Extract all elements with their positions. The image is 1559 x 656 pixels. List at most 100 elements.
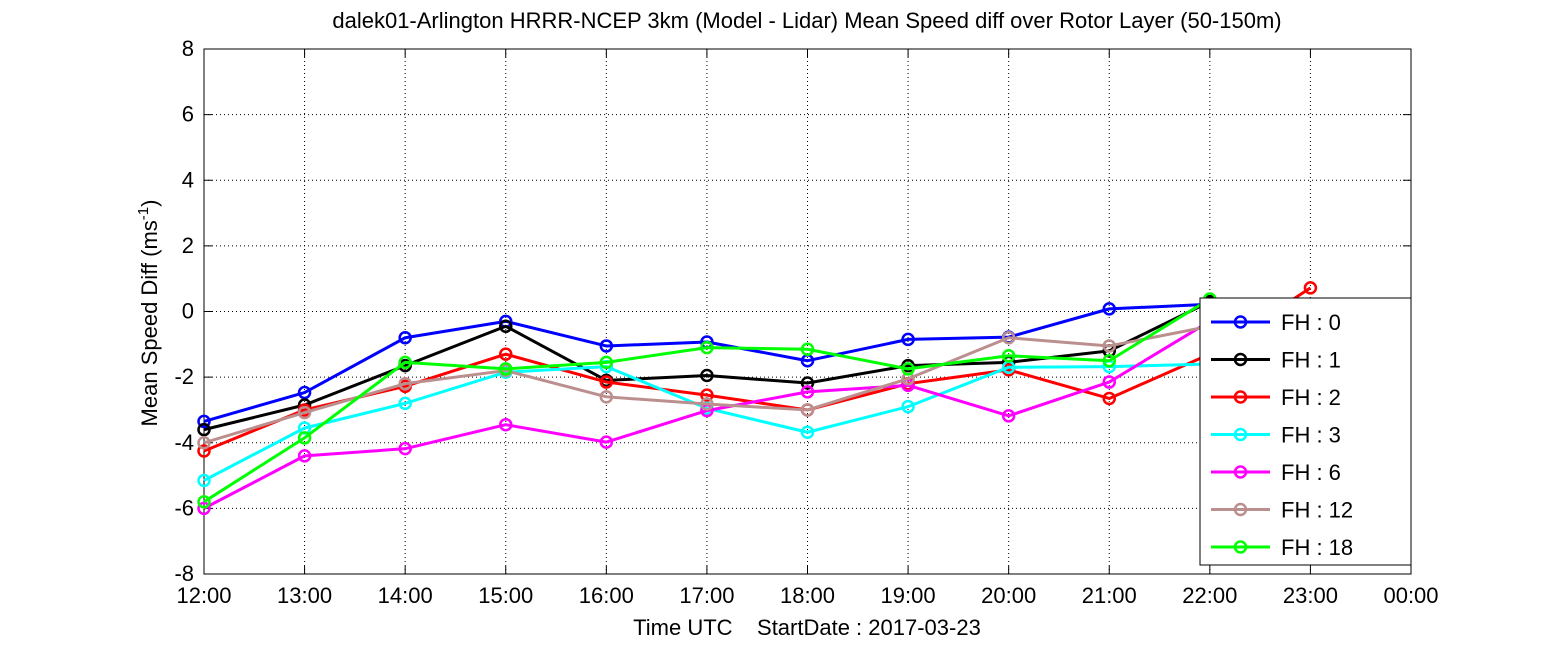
y-tick-label: -2	[174, 364, 194, 389]
legend-swatch-marker	[1233, 502, 1248, 517]
legend-swatch-marker	[1233, 465, 1248, 479]
data-point	[1001, 331, 1016, 345]
data-point	[700, 368, 714, 383]
data-point	[800, 376, 815, 390]
data-point	[197, 414, 211, 429]
data-point	[297, 385, 312, 400]
y-axis-label: Mean Speed Diff (ms-1)	[135, 200, 162, 427]
data-point	[901, 332, 915, 347]
data-point	[499, 347, 513, 361]
y-tick-label: 4	[182, 167, 194, 192]
x-tick-label: 19:00	[881, 583, 936, 608]
data-point	[197, 422, 211, 437]
y-tick-label: 8	[182, 36, 194, 61]
series-line	[203, 324, 1211, 445]
y-axis-label-superscript: -1	[135, 207, 152, 220]
data-point	[599, 355, 614, 370]
x-tick-label: 20:00	[981, 583, 1036, 608]
y-axis-label-main: Mean Speed Diff (ms	[137, 220, 162, 426]
legend-label: FH : 1	[1281, 348, 1341, 373]
data-point	[599, 390, 614, 404]
data-point	[1102, 302, 1116, 316]
data-point	[398, 441, 412, 456]
x-tick-label: 23:00	[1283, 583, 1338, 608]
legend-label: FH : 0	[1281, 310, 1341, 335]
legend-entry: FH : 1	[1211, 348, 1341, 373]
data-point	[1001, 409, 1016, 423]
legend-label: FH : 6	[1281, 460, 1341, 485]
data-point	[901, 362, 915, 376]
data-point	[398, 355, 412, 370]
x-tick-label: 18:00	[780, 583, 835, 608]
data-point	[1102, 391, 1116, 406]
x-tick-label: 21:00	[1082, 583, 1137, 608]
legend-entry: FH : 3	[1211, 423, 1341, 448]
legend-label: FH : 18	[1281, 535, 1353, 560]
legend-label: FH : 3	[1281, 423, 1341, 448]
data-point	[398, 331, 412, 345]
data-point	[297, 431, 312, 445]
legend: FH : 0 FH : 1 FH : 2 FH : 3 FH : 6 FH : 12 FH …	[1199, 297, 1412, 566]
data-point	[700, 340, 714, 355]
y-tick-label: -4	[174, 430, 194, 455]
data-point	[800, 403, 815, 417]
y-tick-label: 2	[182, 233, 194, 258]
data-point	[800, 425, 815, 439]
data-point	[197, 473, 211, 488]
x-tick-label: 00:00	[1383, 583, 1438, 608]
data-point	[1102, 375, 1116, 389]
data-point	[197, 436, 211, 450]
legend-entry: FH : 0	[1211, 310, 1341, 335]
data-point	[700, 388, 714, 402]
legend-entry: FH : 18	[1211, 535, 1353, 560]
x-tick-label: 13:00	[277, 583, 332, 608]
x-tick-label: 12:00	[176, 583, 231, 608]
legend-swatch-marker	[1233, 315, 1248, 329]
legend-swatch-marker	[1233, 427, 1248, 442]
data-point	[599, 435, 614, 449]
legend-entry: FH : 12	[1211, 498, 1353, 523]
data-point	[1303, 281, 1318, 295]
y-tick-label: 6	[182, 102, 194, 127]
y-axis-label-end: )	[137, 200, 162, 207]
x-tick-label: 22:00	[1182, 583, 1237, 608]
x-tick-label: 16:00	[579, 583, 634, 608]
x-tick-label: 14:00	[378, 583, 433, 608]
legend-label: FH : 2	[1281, 385, 1341, 410]
data-point	[700, 397, 714, 411]
y-tick-label: -8	[174, 561, 194, 586]
legend-swatch-marker	[1233, 540, 1248, 554]
series-line	[203, 297, 1211, 504]
data-point	[197, 501, 211, 516]
legend-swatch-marker	[1233, 390, 1248, 404]
data-point	[398, 376, 412, 391]
data-point	[499, 362, 513, 376]
data-point	[1001, 349, 1016, 363]
data-point	[599, 339, 614, 353]
data-point	[499, 319, 513, 334]
chart-title: dalek01-Arlington HRRR-NCEP 3km (Model -…	[332, 8, 1281, 33]
data-point	[800, 342, 815, 356]
data-point	[297, 405, 312, 420]
x-tick-label: 17:00	[679, 583, 734, 608]
data-point	[599, 375, 614, 389]
axis-ticks: 12:00 13:00 14:00 15:00 16:00 17:00 18:00 19:00…	[174, 36, 1438, 608]
data-point	[1102, 353, 1116, 368]
legend-entry: FH : 6	[1211, 460, 1341, 485]
data-point	[1102, 339, 1116, 353]
x-axis-label: Time UTC StartDate : 2017-03-23	[633, 615, 981, 640]
data-point	[800, 385, 815, 399]
data-point	[197, 444, 211, 458]
data-point	[197, 495, 211, 509]
x-tick-label: 15:00	[478, 583, 533, 608]
data-point	[398, 396, 412, 411]
data-point	[901, 399, 915, 414]
data-point	[499, 417, 513, 432]
data-point	[297, 449, 312, 463]
legend-swatch-marker	[1233, 352, 1248, 367]
y-tick-label: 0	[182, 299, 194, 324]
legend-entry: FH : 2	[1211, 385, 1341, 410]
legend-label: FH : 12	[1281, 498, 1353, 523]
y-tick-label: -6	[174, 495, 194, 520]
